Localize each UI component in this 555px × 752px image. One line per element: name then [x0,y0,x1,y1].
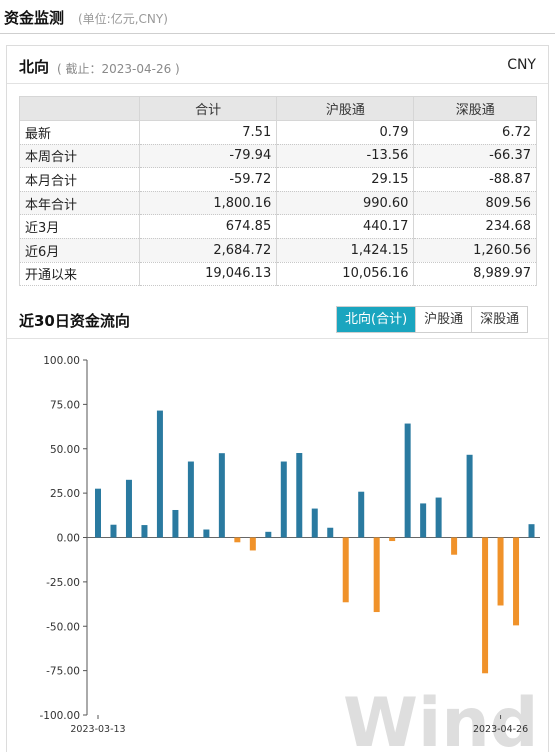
tab-northbound-total[interactable]: 北向(合计) [337,307,416,332]
table-cell: 440.17 [276,214,415,239]
table-cell: 8,989.97 [413,261,537,287]
flow-bar [311,508,318,538]
unit-note: (单位:亿元,CNY) [78,12,168,26]
table-row: 本年合计 1,800.16 990.60 809.56 [19,190,537,216]
table-cell: 10,056.16 [276,261,415,287]
flow-bar [513,537,520,626]
row-label: 近6月 [19,237,140,263]
flow-section-title: 近30日资金流向 [19,312,130,330]
table-row: 本周合计 -79.94 -13.56 -66.37 [19,143,537,169]
y-tick-label: 75.00 [50,399,80,411]
table-cell: 29.15 [276,167,415,192]
panel-title: 北向 [19,58,50,76]
flow-bar [95,488,101,538]
flow-bar [187,461,194,538]
currency-label: CNY [507,57,536,73]
table-cell: 1,800.16 [138,190,278,216]
table-cell: -66.37 [413,143,537,169]
x-date-label: 2023-04-26 [473,724,528,735]
summary-table: 合计 沪股通 深股通 最新 7.51 0.79 6.72 本周合计 -79.94… [19,96,537,287]
flow-bar [327,527,334,538]
row-label: 最新 [19,120,140,145]
wind-watermark: Wind [343,684,538,752]
table-cell: 809.56 [413,190,537,216]
flow-bar [358,491,365,538]
table-cell: 6.72 [413,120,537,145]
flow-bar [497,537,504,606]
flow-bar [234,537,241,543]
flow-bar [110,524,117,538]
table-cell: 2,684.72 [138,237,278,263]
y-tick-label: -25.00 [46,577,80,589]
table-row: 开通以来 19,046.13 10,056.16 8,989.97 [19,261,537,287]
row-label: 近3月 [19,214,140,239]
y-tick-label: -50.00 [46,621,80,633]
flow-bar [265,531,272,538]
flow-bar [280,461,287,538]
table-cell: 990.60 [276,190,415,216]
table-cell: -59.72 [138,167,278,192]
y-tick-label: 100.00 [43,355,80,367]
flow-bar [404,423,411,538]
row-label: 开通以来 [19,261,140,287]
table-cell: -79.94 [138,143,278,169]
table-cell: 674.85 [138,214,278,239]
flow-bar [482,537,489,674]
y-tick-label: 50.00 [50,444,80,456]
flow-bar [373,537,380,613]
flow-bar [296,453,303,538]
flow-bar [466,454,473,538]
flow-bar [451,537,458,555]
tab-shanghai-connect[interactable]: 沪股通 [415,307,472,332]
column-header: 深股通 [413,96,537,121]
table-row: 近6月 2,684.72 1,424.15 1,260.56 [19,237,537,263]
flow-bar [125,479,132,538]
row-label: 本周合计 [19,143,140,169]
page-title: 资金监测 [4,9,65,27]
cutoff-date: ( 截止：2023-04-26 ) [57,62,180,76]
flow-bar [342,537,349,603]
y-tick-label: -100.00 [39,710,80,722]
table-cell: 1,424.15 [276,237,415,263]
panel-header: 北向 ( 截止：2023-04-26 ) CNY [7,46,548,84]
table-cell: 234.68 [413,214,537,239]
table-cell: 19,046.13 [138,261,278,287]
table-row: 本月合计 -59.72 29.15 -88.87 [19,167,537,192]
table-cell: 7.51 [138,120,278,145]
y-tick-label: 0.00 [57,533,80,545]
column-header: 合计 [138,96,278,121]
flow-bar [528,524,535,538]
flow-bar [435,497,442,538]
flow-bar [203,529,210,538]
flow-bar-chart: Wind 100.00 75.00 50.00 25.00 0.00 -25.00 -50.… [39,355,540,752]
row-label: 本年合计 [19,190,140,216]
flow-bar [172,509,179,538]
row-label: 本月合计 [19,167,140,192]
flow-bar [389,537,396,542]
northbound-panel: 北向 ( 截止：2023-04-26 ) CNY 合计 沪股通 深股通 最新 7… [6,45,549,752]
column-header: 沪股通 [276,96,415,121]
flow-tabs: 北向(合计) 沪股通 深股通 [336,306,529,333]
table-header-row: 合计 沪股通 深股通 [19,96,537,121]
flow-bar [156,410,163,538]
y-tick-label: 25.00 [50,488,80,500]
table-row: 最新 7.51 0.79 6.72 [19,120,537,145]
flow-bar [420,503,427,538]
table-cell: 0.79 [276,120,415,145]
table-header-blank [19,96,140,121]
chart-divider [7,338,548,339]
table-cell: -13.56 [276,143,415,169]
x-date-label: 2023-03-13 [70,724,125,735]
page-header: 资金监测 (单位:亿元,CNY) [0,0,555,34]
flow-bar [141,525,148,538]
table-row: 近3月 674.85 440.17 234.68 [19,214,537,239]
y-tick-label: -75.00 [46,666,80,678]
tab-shenzhen-connect[interactable]: 深股通 [471,307,528,332]
flow-bar [218,453,225,538]
table-cell: 1,260.56 [413,237,537,263]
flow-bar [249,537,256,551]
table-cell: -88.87 [413,167,537,192]
